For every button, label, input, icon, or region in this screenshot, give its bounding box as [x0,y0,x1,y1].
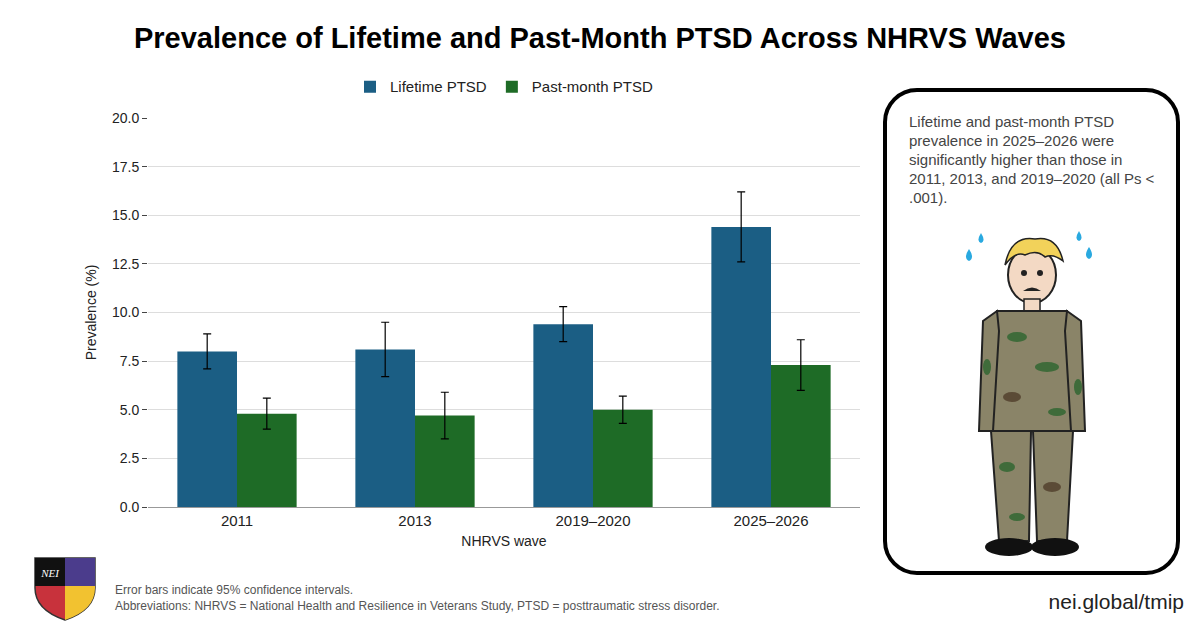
svg-text:17.5: 17.5 [112,159,139,175]
svg-text:Prevalence (%): Prevalence (%) [83,265,99,361]
svg-text:2025–2026: 2025–2026 [733,512,808,529]
svg-text:Prevalence of Lifetime and Pas: Prevalence of Lifetime and Past-Month PT… [134,22,1066,54]
svg-text:7.5: 7.5 [120,353,140,369]
svg-text:2.5: 2.5 [120,450,140,466]
html-text:Error bars indicate 95% confid: Error bars indicate 95% confidence inter… [115,583,354,597]
svg-text:0.0: 0.0 [120,499,140,515]
svg-text:10.0: 10.0 [112,304,139,320]
svg-text:20.0: 20.0 [112,110,139,126]
svg-text:2011: 2011 [221,512,253,529]
svg-text:15.0: 15.0 [112,207,139,223]
svg-text:NEI: NEI [40,567,60,579]
svg-text:Past-month PTSD: Past-month PTSD [532,78,653,95]
svg-text:5.0: 5.0 [120,402,140,418]
svg-text:12.5: 12.5 [112,256,139,272]
svg-text:2019–2020: 2019–2020 [555,512,630,529]
html-text:nei.global/tmip: nei.global/tmip [1048,590,1184,613]
svg-text:NHRVS wave: NHRVS wave [461,533,547,549]
svg-text:Lifetime PTSD: Lifetime PTSD [390,78,487,95]
svg-text:2013: 2013 [398,512,431,529]
html-text:Lifetime and past-month PTSD p: Lifetime and past-month PTSD prevalence … [909,113,1155,206]
html-text:Abbreviations: NHRVS = Nationa: Abbreviations: NHRVS = National Health a… [115,599,720,613]
